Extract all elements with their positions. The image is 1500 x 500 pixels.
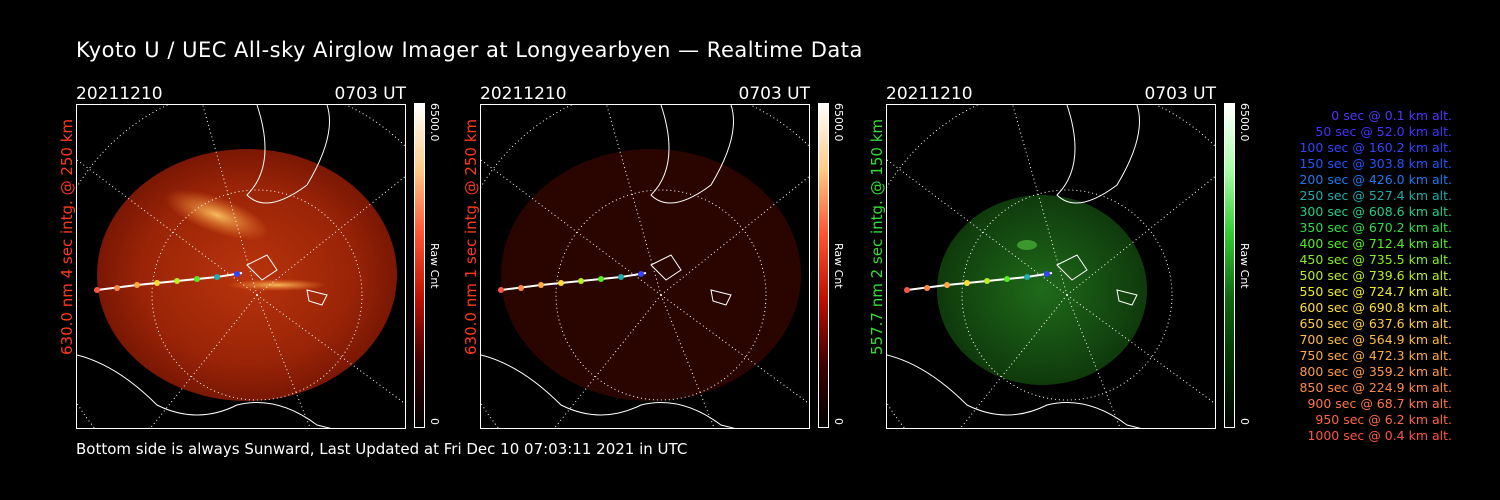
allsky-image-630-1sec <box>480 104 810 429</box>
colorbar-1-unit: Raw Cnt <box>428 243 441 289</box>
panel-time: 0703 UT <box>738 84 811 104</box>
legend-item: 100 sec @ 160.2 km alt. <box>1299 140 1452 155</box>
colorbar-2-max: 6500.0 <box>832 103 845 142</box>
legend-item: 700 sec @ 564.9 km alt. <box>1299 332 1452 347</box>
panel-630-1sec: 20211210 0703 UT <box>480 84 810 429</box>
legend-item: 300 sec @ 608.6 km alt. <box>1299 204 1452 219</box>
legend-item: 400 sec @ 712.4 km alt. <box>1299 236 1452 251</box>
colorbar-2-unit: Raw Cnt <box>832 243 845 289</box>
legend-item: 450 sec @ 735.5 km alt. <box>1299 252 1452 267</box>
legend-item: 500 sec @ 739.6 km alt. <box>1299 268 1452 283</box>
panel-2-side-label: 630.0 nm 1 sec intg. @ 250 km <box>462 118 480 355</box>
colorbar-1-min: 0 <box>428 418 441 425</box>
panel-time: 0703 UT <box>334 84 407 104</box>
page-title: Kyoto U / UEC All-sky Airglow Imager at … <box>76 38 863 62</box>
footer-status: Bottom side is always Sunward, Last Upda… <box>76 440 688 458</box>
colorbar-3 <box>1224 103 1235 428</box>
panel-630-4sec: 20211210 0703 UT <box>76 84 406 429</box>
panel-557-2sec: 20211210 0703 UT <box>886 84 1216 429</box>
colorbar-3-max: 6500.0 <box>1238 103 1251 142</box>
legend-item: 600 sec @ 690.8 km alt. <box>1299 300 1452 315</box>
trajectory-legend: 0 sec @ 0.1 km alt. 50 sec @ 52.0 km alt… <box>1262 108 1452 444</box>
colorbar-1-max: 6500.0 <box>428 103 441 142</box>
colorbar-2 <box>818 103 829 428</box>
legend-item: 850 sec @ 224.9 km alt. <box>1299 380 1452 395</box>
legend-item: 900 sec @ 68.7 km alt. <box>1307 396 1452 411</box>
legend-item: 250 sec @ 527.4 km alt. <box>1299 188 1452 203</box>
legend-item: 50 sec @ 52.0 km alt. <box>1315 124 1452 139</box>
colorbar-3-unit: Raw Cnt <box>1238 243 1251 289</box>
legend-item: 0 sec @ 0.1 km alt. <box>1331 108 1452 123</box>
panel-1-side-label: 630.0 nm 4 sec intg. @ 250 km <box>58 118 76 355</box>
legend-item: 200 sec @ 426.0 km alt. <box>1299 172 1452 187</box>
legend-item: 150 sec @ 303.8 km alt. <box>1299 156 1452 171</box>
legend-item: 650 sec @ 637.6 km alt. <box>1299 316 1452 331</box>
allsky-image-557-2sec <box>886 104 1216 429</box>
colorbar-3-min: 0 <box>1238 418 1251 425</box>
panel-date: 20211210 <box>76 84 163 104</box>
colorbar-1 <box>414 103 425 428</box>
panel-date: 20211210 <box>480 84 567 104</box>
legend-item: 950 sec @ 6.2 km alt. <box>1315 412 1452 427</box>
colorbar-2-min: 0 <box>832 418 845 425</box>
legend-item: 750 sec @ 472.3 km alt. <box>1299 348 1452 363</box>
panel-3-side-label: 557.7 nm 2 sec intg. @ 150 km <box>868 118 886 355</box>
allsky-image-630-4sec <box>76 104 406 429</box>
legend-item: 550 sec @ 724.7 km alt. <box>1299 284 1452 299</box>
panel-date: 20211210 <box>886 84 973 104</box>
legend-item: 350 sec @ 670.2 km alt. <box>1299 220 1452 235</box>
legend-item: 1000 sec @ 0.4 km alt. <box>1307 428 1452 443</box>
panel-time: 0703 UT <box>1144 84 1217 104</box>
legend-item: 800 sec @ 359.2 km alt. <box>1299 364 1452 379</box>
